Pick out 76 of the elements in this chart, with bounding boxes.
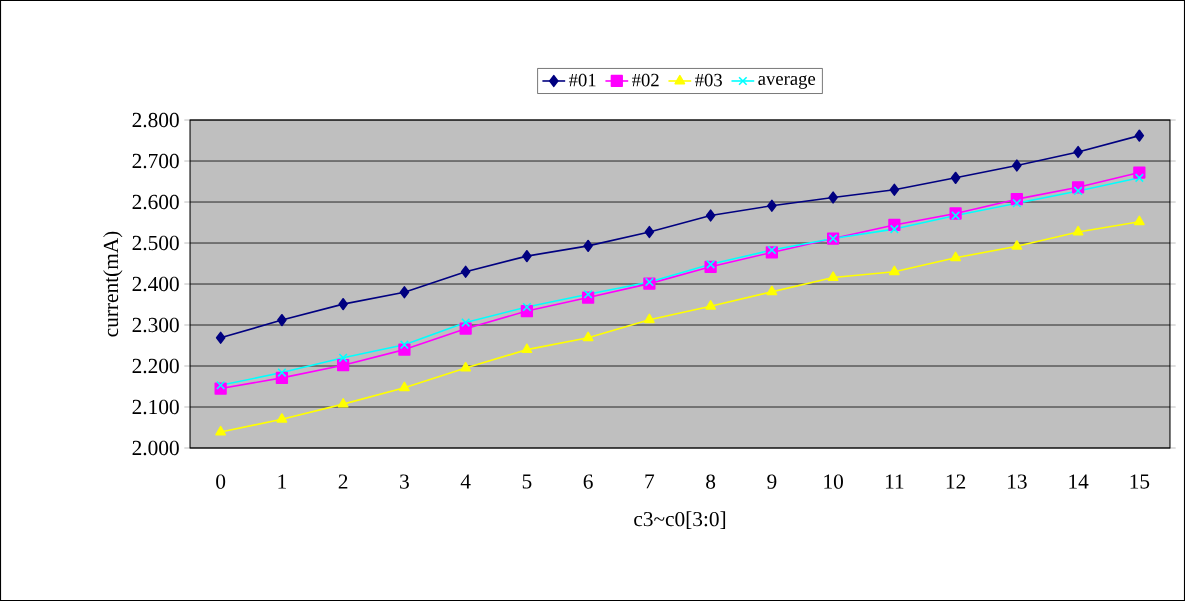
point [215,331,226,344]
point [705,209,716,222]
point [767,245,777,255]
x-tick-label: 8 [706,474,716,489]
point [644,225,655,239]
y-tick-label: 2.200 [132,358,179,374]
point [950,171,961,184]
point [1012,198,1022,208]
point [338,297,348,311]
point [706,259,716,269]
y-tick-label: 2.000 [132,440,179,456]
x-tick-label: 0 [216,474,226,489]
point [888,265,900,276]
x-tick-label: 2 [338,474,348,489]
point [215,425,227,436]
point [950,251,962,262]
point [460,265,471,278]
x-tick-label: 10 [824,474,843,489]
point [705,300,717,310]
point [521,343,533,354]
point [582,331,594,342]
point [1133,215,1145,226]
x-tick-label: 13 [1008,474,1027,489]
point [399,286,410,299]
point [1011,240,1023,250]
point [216,380,226,390]
point [1072,225,1084,236]
point [522,302,532,312]
y-tick-label: 2.300 [132,317,179,333]
point [277,313,287,327]
y-tick-label: 2.400 [132,276,179,292]
point [828,191,838,204]
point [276,413,288,423]
y-tick-label: 2.800 [132,112,179,128]
point [1073,145,1083,159]
x-tick-label: 7 [645,474,655,489]
point [338,353,348,363]
y-tick-label: 2.600 [132,194,179,210]
x-tick-label: 14 [1069,474,1089,489]
point [889,224,899,234]
x-axis-title: c3~c0[3:0] [634,511,726,529]
point [1073,186,1083,196]
x-tick-label: 4 [460,474,471,489]
point [583,289,593,299]
point [1134,173,1144,183]
x-tick-label: 5 [522,474,532,489]
point [827,271,839,281]
point [461,317,471,328]
y-tick-label: 2.100 [132,399,179,415]
x-tick-label: 9 [767,474,777,489]
x-tick-label: 3 [400,474,409,489]
point [398,381,410,392]
point [643,313,655,324]
point [399,340,409,350]
point [277,367,287,378]
point [767,199,777,212]
x-tick-label: 6 [583,474,593,489]
x-tick-label: 12 [946,474,966,489]
x-tick-label: 11 [885,474,904,489]
legend-label: average [758,75,816,89]
point [766,285,778,296]
point [337,397,349,408]
y-axis-title: current(mA) [103,231,123,337]
x-tick-label: 15 [1130,474,1150,489]
point [1134,129,1145,142]
point [522,249,532,263]
point [583,239,593,253]
legend-label: #03 [695,73,722,87]
x-tick-label: 1 [278,474,286,489]
legend-label: #02 [631,73,659,87]
point [460,361,472,372]
y-tick-label: 2.500 [132,235,179,251]
y-tick-label: 2.700 [132,153,179,169]
point [889,183,900,196]
legend-label: #01 [568,73,596,87]
point [1012,159,1022,172]
